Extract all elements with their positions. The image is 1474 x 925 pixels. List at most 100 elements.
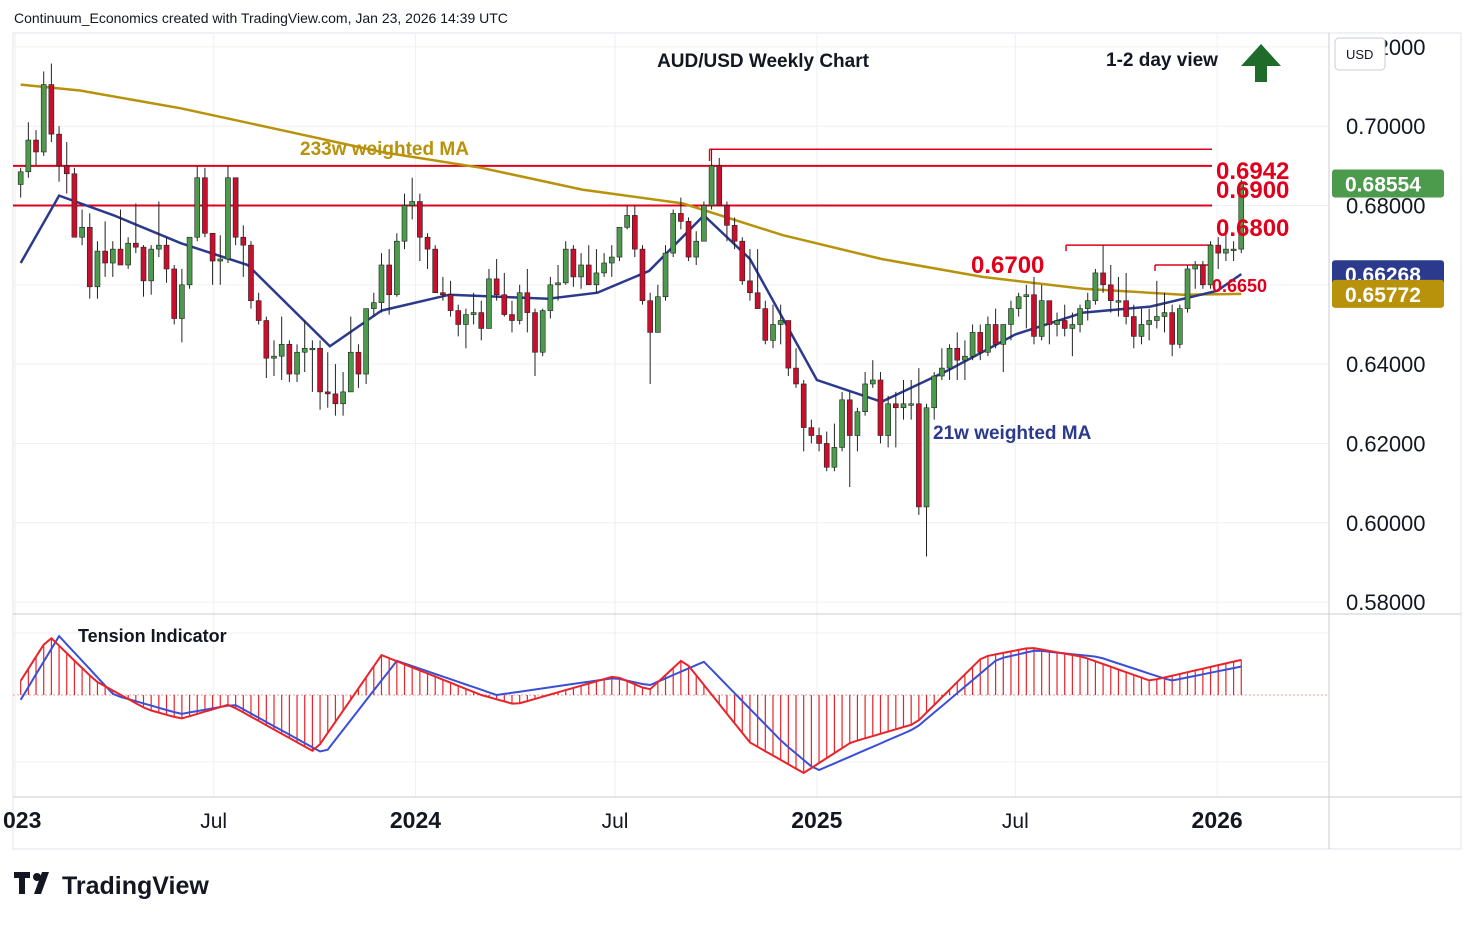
- candle[interactable]: [593, 272, 600, 286]
- candle[interactable]: [562, 248, 569, 284]
- candle[interactable]: [1008, 308, 1014, 325]
- candle[interactable]: [1115, 300, 1122, 303]
- candle[interactable]: [79, 227, 85, 238]
- candle[interactable]: [939, 367, 945, 377]
- candle[interactable]: [900, 403, 907, 409]
- candle[interactable]: [133, 242, 139, 248]
- candle[interactable]: [371, 302, 377, 309]
- candle[interactable]: [86, 227, 93, 288]
- candle[interactable]: [969, 332, 976, 357]
- candle[interactable]: [1015, 296, 1022, 309]
- candle[interactable]: [770, 324, 776, 341]
- candle[interactable]: [17, 171, 24, 185]
- candle[interactable]: [1123, 300, 1129, 317]
- candle[interactable]: [163, 244, 170, 270]
- candle[interactable]: [923, 407, 930, 508]
- candle[interactable]: [209, 232, 216, 262]
- candle[interactable]: [271, 355, 277, 359]
- candle[interactable]: [179, 284, 185, 319]
- candle[interactable]: [908, 403, 914, 406]
- candle[interactable]: [478, 312, 485, 329]
- candle[interactable]: [255, 300, 262, 321]
- candle[interactable]: [171, 268, 178, 319]
- candle[interactable]: [585, 264, 592, 286]
- candle[interactable]: [839, 399, 845, 448]
- candle[interactable]: [731, 225, 738, 242]
- candle[interactable]: [608, 256, 615, 264]
- candle[interactable]: [1223, 248, 1229, 254]
- candle[interactable]: [516, 292, 523, 321]
- candle[interactable]: [455, 310, 462, 325]
- candle[interactable]: [1138, 324, 1145, 337]
- candle[interactable]: [992, 324, 999, 345]
- candle[interactable]: [40, 84, 47, 153]
- candle[interactable]: [946, 347, 953, 369]
- candle[interactable]: [48, 84, 55, 135]
- candle[interactable]: [724, 205, 730, 226]
- candle[interactable]: [885, 403, 891, 436]
- candle[interactable]: [317, 347, 323, 393]
- candle[interactable]: [409, 201, 415, 206]
- candle[interactable]: [816, 435, 822, 444]
- candle[interactable]: [240, 236, 247, 246]
- candle[interactable]: [846, 399, 853, 436]
- candle[interactable]: [1184, 268, 1191, 309]
- candle[interactable]: [1238, 183, 1245, 250]
- candle[interactable]: [1207, 244, 1214, 286]
- candle[interactable]: [71, 173, 78, 238]
- candle[interactable]: [1077, 308, 1083, 325]
- candle[interactable]: [1069, 324, 1076, 329]
- candle[interactable]: [1054, 320, 1060, 325]
- candle[interactable]: [601, 262, 607, 274]
- candle[interactable]: [893, 403, 899, 409]
- candle[interactable]: [56, 133, 62, 167]
- candle[interactable]: [931, 375, 938, 409]
- candle[interactable]: [109, 248, 116, 264]
- candle[interactable]: [1038, 300, 1045, 337]
- candle[interactable]: [263, 320, 270, 359]
- candle[interactable]: [747, 280, 753, 294]
- candle[interactable]: [440, 292, 446, 296]
- candle[interactable]: [662, 252, 669, 298]
- candle[interactable]: [140, 246, 147, 282]
- candle[interactable]: [217, 258, 224, 262]
- candle[interactable]: [501, 294, 508, 315]
- candle[interactable]: [1084, 300, 1091, 309]
- candle[interactable]: [678, 213, 684, 222]
- candle[interactable]: [347, 351, 354, 393]
- candle[interactable]: [977, 332, 984, 353]
- currency-box[interactable]: [1334, 37, 1386, 71]
- candle[interactable]: [854, 411, 861, 436]
- candle[interactable]: [1130, 316, 1137, 337]
- candle[interactable]: [693, 240, 700, 258]
- tradingview-logo[interactable]: TradingView: [14, 872, 209, 901]
- candle[interactable]: [1061, 320, 1068, 329]
- candle[interactable]: [1169, 312, 1175, 345]
- candle[interactable]: [954, 347, 961, 361]
- candle[interactable]: [708, 165, 715, 206]
- candle[interactable]: [1230, 248, 1237, 251]
- candle[interactable]: [1146, 320, 1152, 325]
- candle[interactable]: [117, 248, 124, 266]
- candle[interactable]: [701, 205, 707, 242]
- candle[interactable]: [340, 391, 346, 405]
- candle[interactable]: [148, 248, 154, 282]
- candle[interactable]: [647, 300, 653, 333]
- candle[interactable]: [555, 282, 561, 286]
- candle[interactable]: [102, 250, 108, 264]
- candle[interactable]: [570, 248, 577, 278]
- candle[interactable]: [869, 379, 876, 385]
- candle[interactable]: [916, 403, 922, 508]
- candle[interactable]: [793, 367, 799, 385]
- candle[interactable]: [447, 294, 454, 311]
- candle[interactable]: [616, 227, 623, 258]
- candle[interactable]: [1177, 308, 1183, 345]
- candle[interactable]: [232, 177, 239, 238]
- candle[interactable]: [324, 391, 331, 395]
- candle[interactable]: [1023, 294, 1030, 298]
- candle[interactable]: [831, 447, 838, 468]
- candle[interactable]: [309, 347, 316, 351]
- candle[interactable]: [301, 347, 308, 353]
- candle[interactable]: [225, 177, 231, 260]
- candle[interactable]: [378, 264, 385, 303]
